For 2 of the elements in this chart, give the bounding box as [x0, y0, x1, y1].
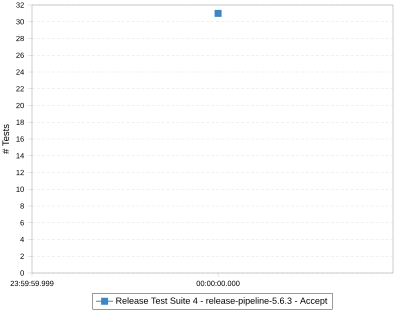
y-axis-title: # Tests — [2, 124, 10, 154]
legend-label: Release Test Suite 4 - release-pipeline-5.6.3 - Accept — [116, 297, 328, 306]
